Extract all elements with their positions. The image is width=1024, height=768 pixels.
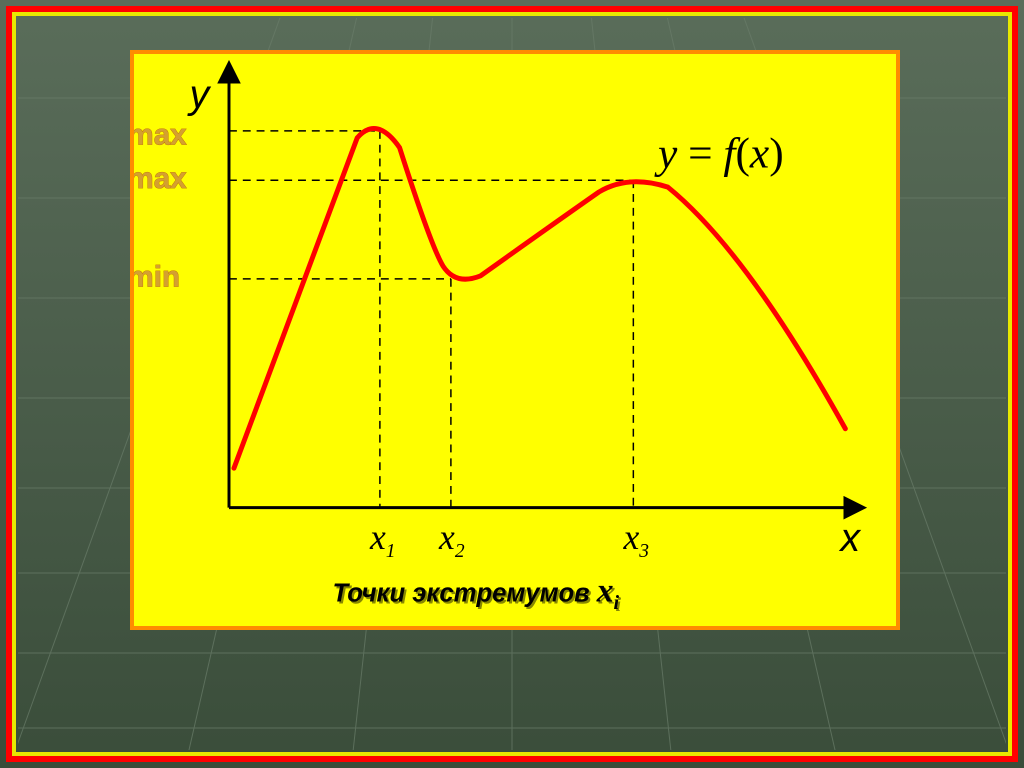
extremum-label-2: min xyxy=(134,261,180,294)
extremum-label-0: max xyxy=(134,119,187,152)
chart-svg: yxmaxmaxminx1x2x3y = f(x)Точки экстремум… xyxy=(134,54,896,626)
y-axis-label: y xyxy=(187,72,212,116)
chart-panel: yxmaxmaxminx1x2x3y = f(x)Точки экстремум… xyxy=(130,50,900,630)
extremum-label-1: max xyxy=(134,162,187,195)
function-formula: y = f(x) xyxy=(654,129,784,177)
function-curve xyxy=(234,129,845,469)
slide-frame: yxmaxmaxminx1x2x3y = f(x)Точки экстремум… xyxy=(0,0,1024,768)
x-point-label-2: x2 xyxy=(438,517,465,562)
x-point-label-3: x3 xyxy=(622,517,649,562)
x-axis-label: x xyxy=(838,516,861,560)
x-point-label-1: x1 xyxy=(369,517,396,562)
